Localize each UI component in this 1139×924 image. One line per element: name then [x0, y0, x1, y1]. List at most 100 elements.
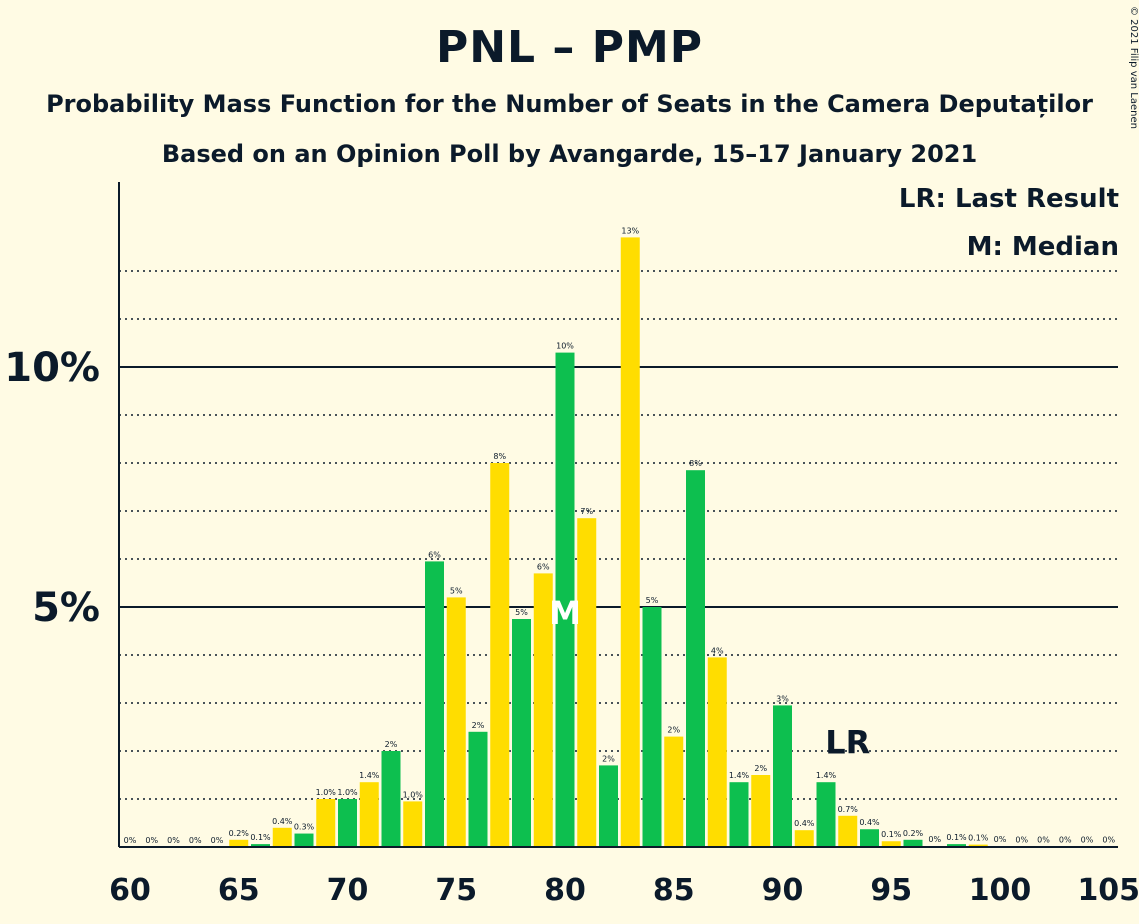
bar-value-label: 8%	[493, 452, 506, 461]
bar-value-label: 0.2%	[903, 829, 924, 838]
bar-value-label: 0.3%	[294, 823, 315, 832]
bar	[968, 844, 988, 847]
bar-value-label: 0%	[1037, 836, 1050, 845]
bar-value-label: 2%	[602, 754, 615, 763]
bar-value-label: 6%	[537, 562, 550, 571]
bar-value-label: 0%	[928, 835, 941, 844]
bar-value-label: 7%	[580, 507, 593, 516]
bar-value-label: 10%	[556, 342, 574, 351]
bar-value-label: 8%	[689, 459, 702, 468]
bar-value-label: 0.1%	[946, 833, 967, 842]
bar-value-label: 0.1%	[250, 833, 271, 842]
bar-value-label: 0%	[1059, 836, 1072, 845]
bar	[903, 839, 923, 847]
bar	[294, 833, 314, 847]
bar	[381, 751, 401, 847]
bar-value-label: 1.0%	[337, 788, 358, 797]
bar	[446, 597, 466, 847]
bar-value-label: 3%	[776, 694, 789, 703]
chart-source-line: Based on an Opinion Poll by Avangarde, 1…	[161, 140, 978, 168]
bar-value-label: 5%	[646, 596, 659, 605]
bar	[512, 619, 531, 847]
bar	[773, 705, 792, 847]
bar-value-label: 2%	[385, 740, 398, 749]
bar	[316, 799, 336, 847]
bar	[251, 844, 270, 847]
bar	[686, 470, 705, 847]
chart-subtitle: Probability Mass Function for the Number…	[46, 90, 1093, 118]
bar	[860, 829, 879, 847]
gridlines	[119, 270, 1118, 800]
markers: M LR	[549, 594, 870, 762]
axes: 60 65 70 75 80 85 90 95 100 105 5% 10%	[4, 182, 1139, 908]
x-tick-label: 80	[544, 873, 586, 908]
bar-value-label: 1.0%	[403, 790, 424, 799]
bar	[620, 237, 640, 847]
bar	[468, 731, 488, 847]
x-tick-label: 100	[969, 873, 1032, 908]
bar-value-label: 1.4%	[359, 771, 380, 780]
bar-value-label: 6%	[428, 550, 441, 559]
bar-value-label: 0.7%	[838, 805, 859, 814]
bar	[272, 827, 292, 847]
x-tick-label: 95	[870, 873, 912, 908]
bar-value-label: 0%	[211, 836, 224, 845]
x-tick-label: 65	[218, 873, 260, 908]
legend-last-result: LR: Last Result	[898, 184, 1119, 214]
bar	[642, 607, 662, 847]
bar-value-label: 1.4%	[816, 771, 837, 780]
bar-value-label: 0.1%	[881, 830, 902, 839]
bar-value-label: 5%	[450, 586, 463, 595]
bar-value-label: 1.4%	[729, 771, 750, 780]
bar	[577, 518, 597, 847]
x-tick-label: 105	[1077, 873, 1139, 908]
bar-value-label: 0.4%	[859, 818, 880, 827]
bar	[359, 782, 379, 847]
x-tick-label: 90	[762, 873, 804, 908]
bar-value-label: 0%	[994, 835, 1007, 844]
chart-title: PNL – PMP	[435, 22, 704, 73]
y-tick-label: 5%	[32, 585, 100, 631]
bar-value-label: 2%	[754, 764, 767, 773]
bar-value-label: 1.0%	[316, 788, 337, 797]
x-tick-label: 85	[653, 873, 695, 908]
bar	[425, 561, 444, 847]
bar	[664, 736, 684, 847]
y-tick-label: 10%	[4, 345, 100, 391]
bar	[729, 782, 749, 847]
bar-value-label: 0%	[145, 836, 158, 845]
legend-median: M: Median	[966, 232, 1119, 262]
bar-value-label: 2%	[472, 721, 485, 730]
bar-value-label: 4%	[711, 646, 724, 655]
bar	[555, 352, 575, 847]
bar-value-label: 0%	[124, 836, 137, 845]
bar-value-label: 0%	[1015, 836, 1028, 845]
bar-value-label: 5%	[515, 608, 528, 617]
bar-value-label: 0.2%	[229, 829, 250, 838]
bar	[881, 841, 901, 847]
bar-value-label: 0%	[167, 836, 180, 845]
median-marker: M	[549, 594, 581, 632]
bar	[229, 839, 249, 847]
bar	[751, 775, 771, 847]
x-tick-label: 60	[109, 873, 151, 908]
bar	[838, 815, 858, 847]
bar-value-label: 0.4%	[794, 819, 815, 828]
bar	[947, 844, 966, 847]
bar-value-label: 0.1%	[968, 834, 989, 843]
bar	[338, 799, 357, 847]
bar-value-label: 0%	[189, 836, 202, 845]
bar-value-label: 13%	[621, 226, 639, 235]
bars: 0% 0% 0% 0% 0%0.2% 0.1%0.4%0.3%1.0% 1.0%1.4%2%…	[124, 226, 1119, 847]
bar-value-label: 0%	[1102, 836, 1115, 845]
bar	[490, 463, 510, 847]
bar	[816, 782, 836, 847]
bar	[533, 573, 553, 847]
bar-value-label: 2%	[667, 726, 680, 735]
bar	[599, 765, 618, 847]
x-tick-label: 70	[327, 873, 369, 908]
bar	[403, 801, 423, 847]
bar-value-label: 0.4%	[272, 817, 293, 826]
bar	[707, 657, 727, 847]
